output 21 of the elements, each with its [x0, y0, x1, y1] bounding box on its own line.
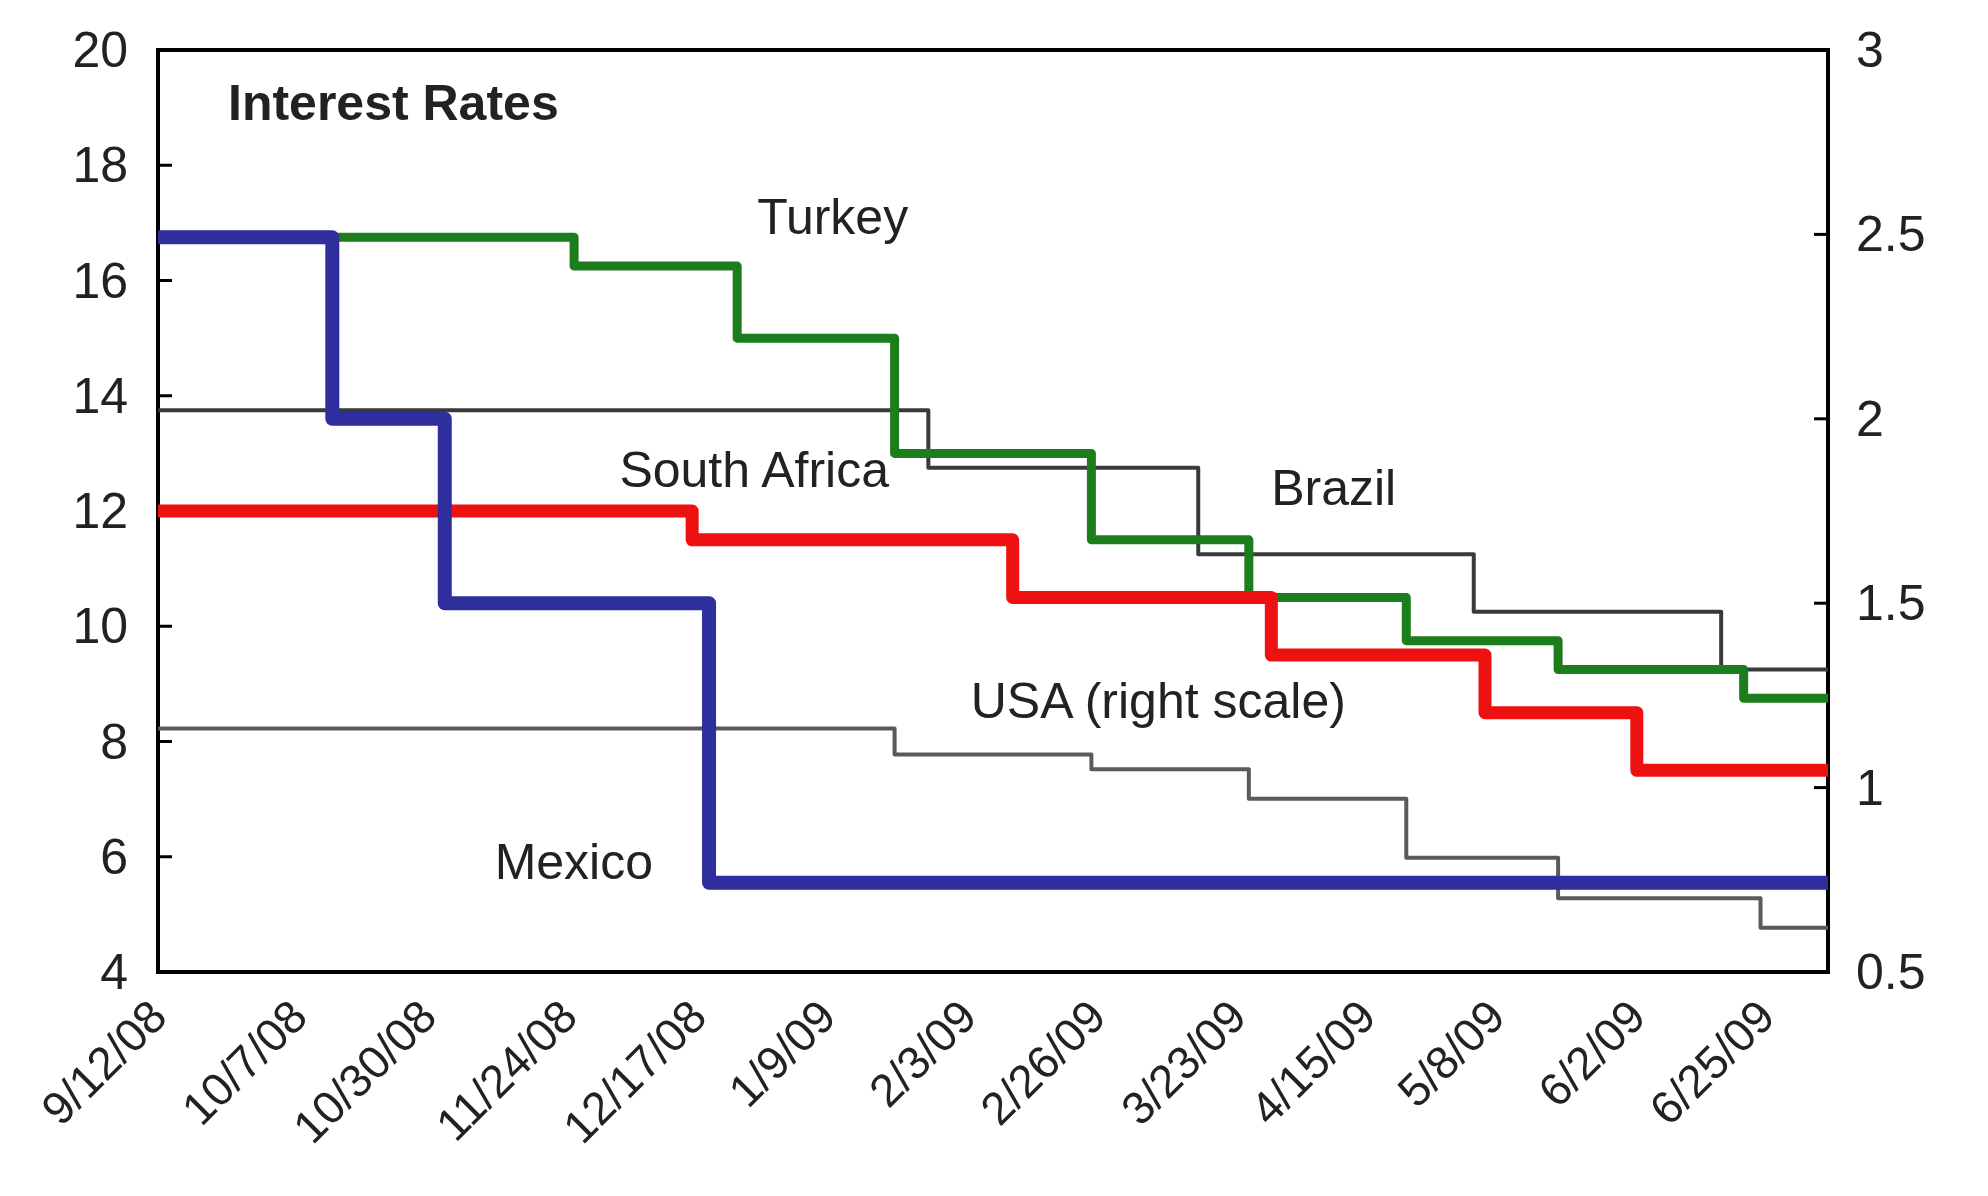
y2-tick-label: 1 [1856, 759, 1884, 816]
y-tick-label: 14 [72, 367, 128, 424]
series-label: Brazil [1271, 459, 1397, 516]
y-tick-label: 20 [72, 22, 128, 78]
y2-tick-label: 0.5 [1856, 944, 1926, 1000]
y-tick-label: 8 [100, 713, 128, 770]
series-label: South Africa [619, 442, 890, 499]
series-label: USA (right scale) [970, 672, 1346, 729]
y-tick-label: 6 [100, 828, 128, 885]
series-label: Mexico [494, 834, 654, 891]
text: Interest Rates [228, 75, 559, 131]
y2-tick-label: 1.5 [1856, 575, 1926, 632]
y2-tick-label: 2 [1856, 390, 1884, 447]
y-tick-label: 16 [72, 252, 128, 309]
y-tick-label: 12 [72, 483, 128, 539]
y2-tick-label: 3 [1856, 22, 1884, 78]
series-label: Turkey [757, 188, 909, 245]
y-tick-label: 4 [100, 944, 128, 1000]
y2-tick-label: 2.5 [1856, 206, 1926, 263]
y-tick-label: 10 [72, 598, 128, 655]
y-tick-label: 18 [72, 137, 128, 194]
